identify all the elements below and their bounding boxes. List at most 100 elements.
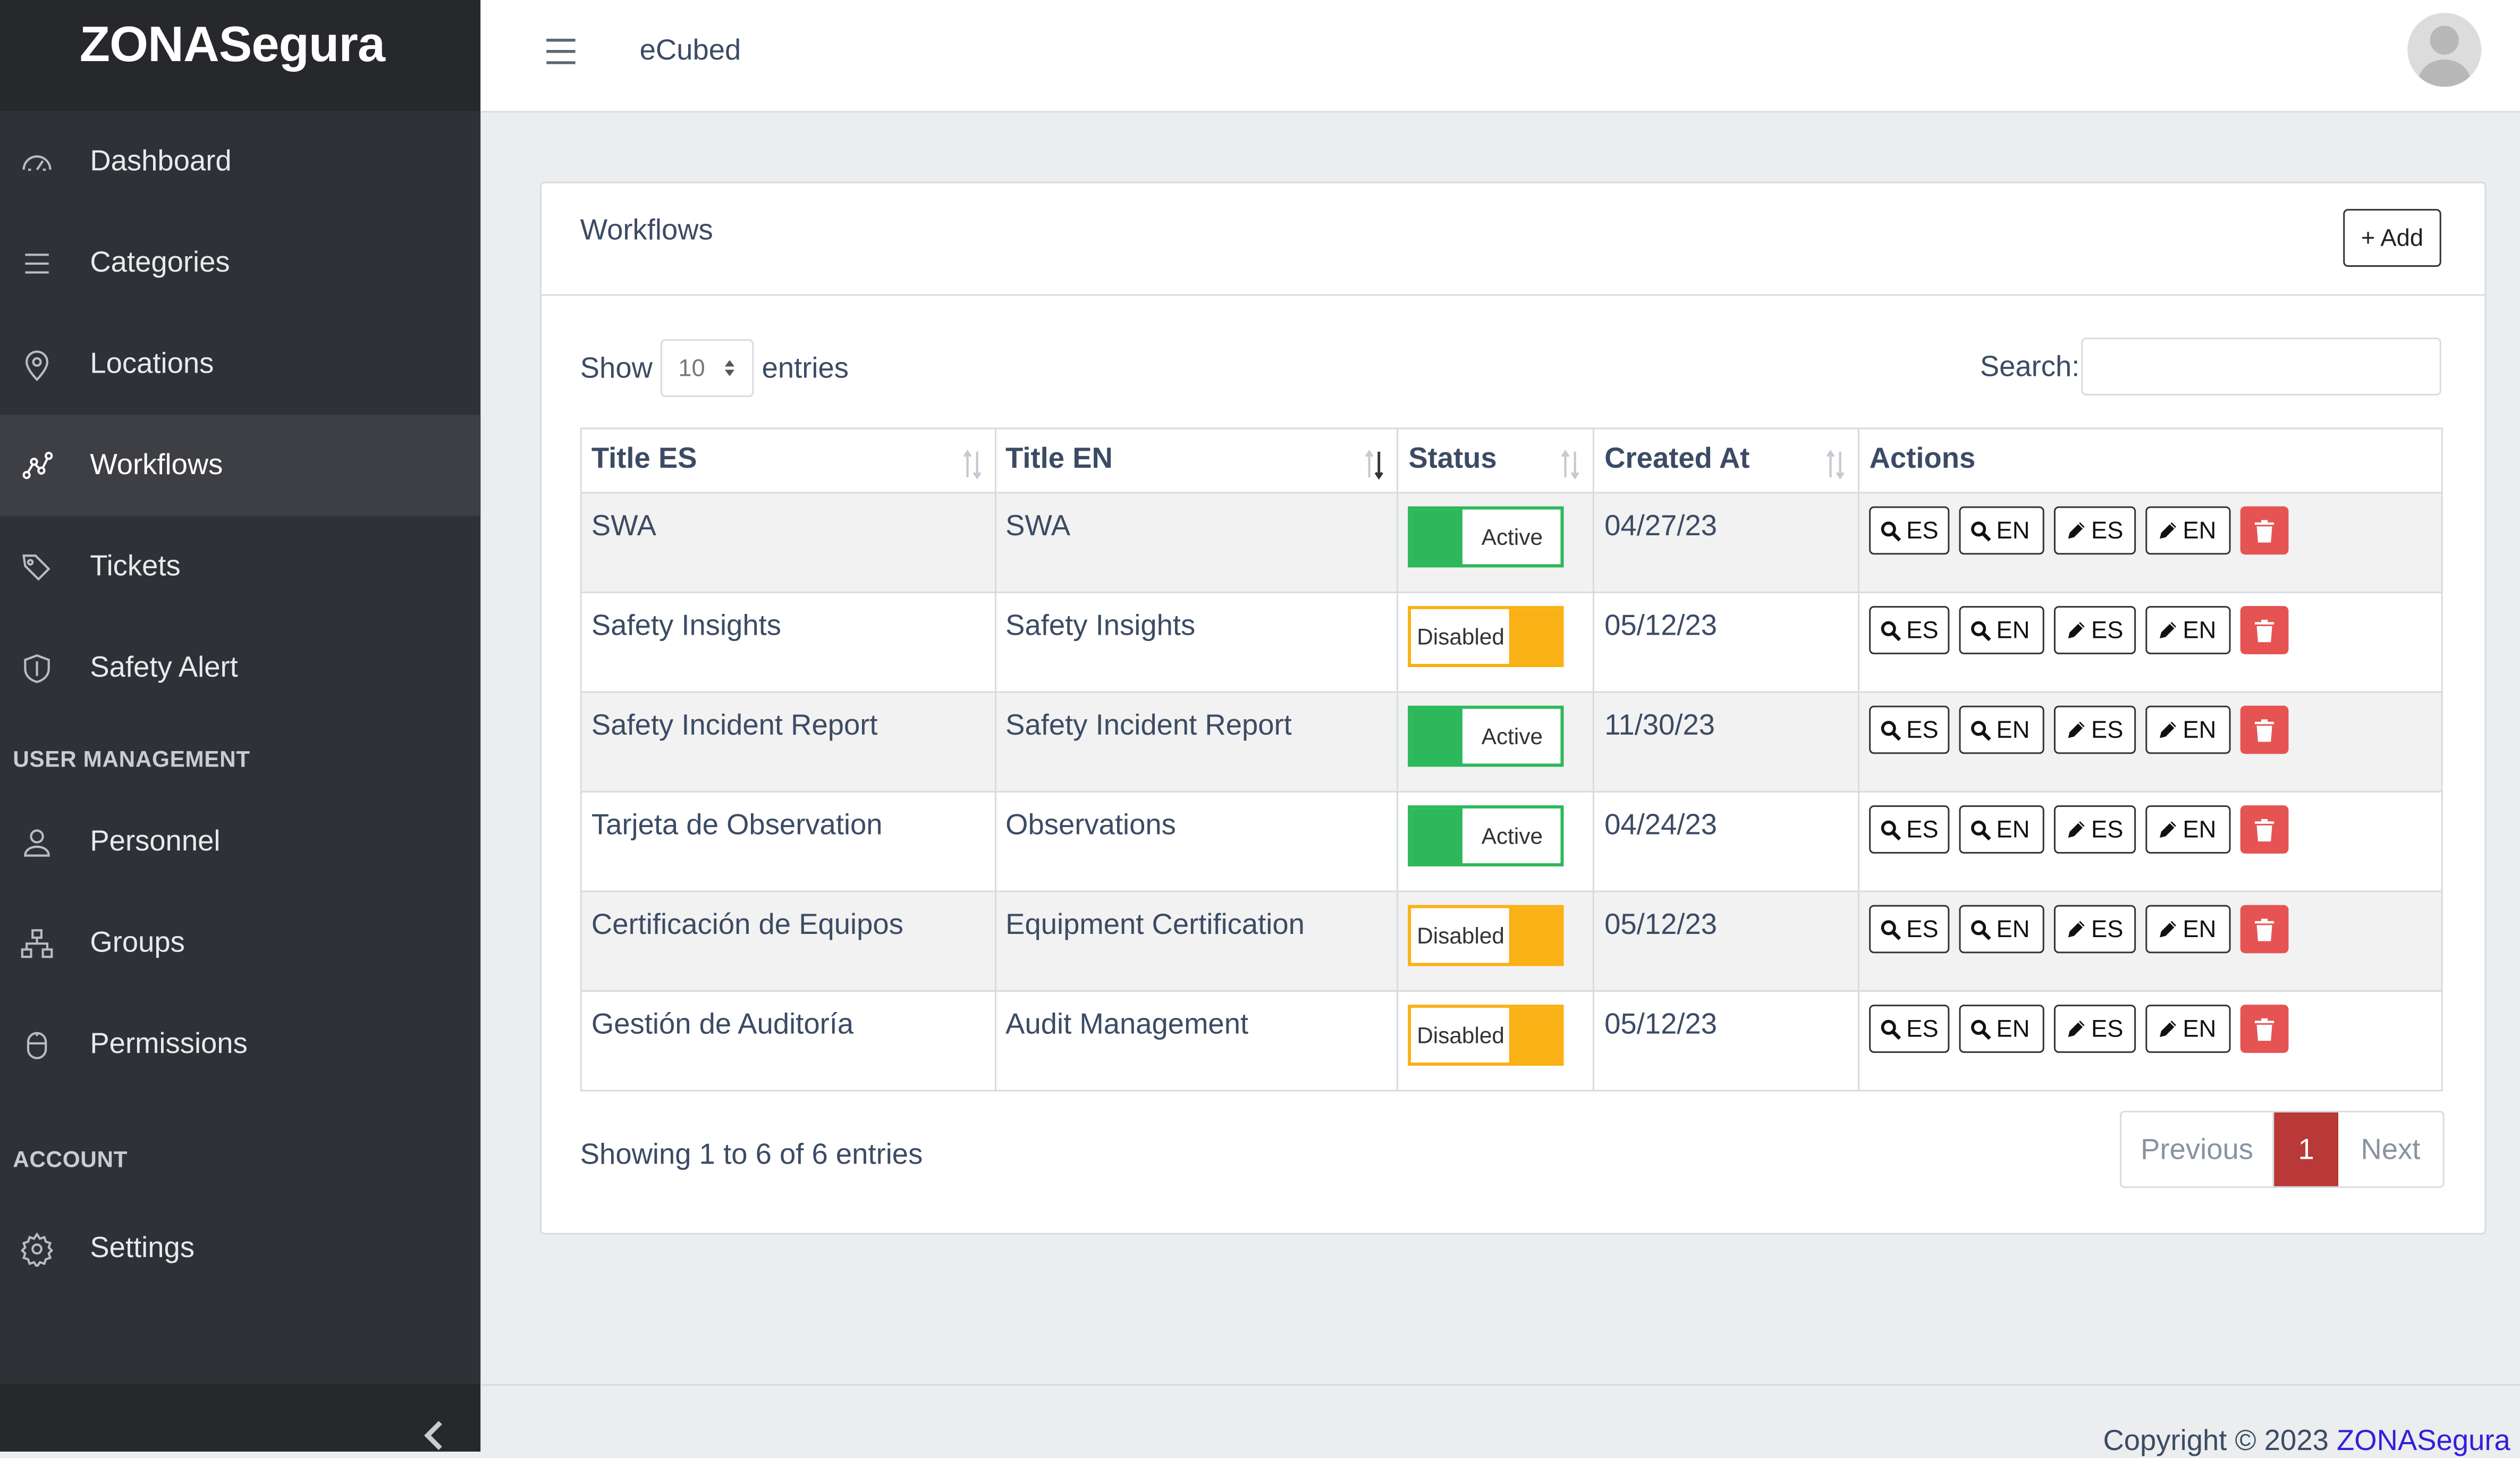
- sidebar-item-dashboard[interactable]: Dashboard: [0, 111, 480, 213]
- cell-created-at: 11/30/23: [1593, 691, 1860, 793]
- column-header-title-es[interactable]: Title ES: [580, 427, 996, 494]
- cell-title-en: SWA: [994, 492, 1399, 593]
- edit-en-button[interactable]: EN: [2145, 705, 2231, 754]
- view-en-button[interactable]: EN: [1959, 905, 2045, 954]
- view-en-button[interactable]: EN: [1959, 1005, 2045, 1053]
- brand-logo-text: ZONASegura: [79, 16, 385, 73]
- sidebar-item-locations[interactable]: Locations: [0, 314, 480, 415]
- status-toggle[interactable]: Active: [1408, 506, 1565, 568]
- delete-button[interactable]: [2240, 506, 2289, 555]
- column-header-title-en[interactable]: Title EN: [994, 427, 1399, 494]
- pencil-icon: [2160, 621, 2177, 638]
- sidebar-item-label: Categories: [90, 246, 230, 279]
- view-es-button[interactable]: ES: [1869, 506, 1950, 555]
- edit-es-button[interactable]: ES: [2054, 506, 2136, 555]
- delete-button[interactable]: [2240, 606, 2289, 654]
- view-en-button[interactable]: EN: [1959, 506, 2045, 555]
- search-icon: [1971, 520, 1992, 541]
- header-brand[interactable]: eCubed: [639, 33, 741, 66]
- view-en-button[interactable]: EN: [1959, 805, 2045, 854]
- edit-en-button[interactable]: EN: [2145, 805, 2231, 854]
- sidebar-item-settings[interactable]: Settings: [0, 1198, 480, 1299]
- sidebar-item-personnel[interactable]: Personnel: [0, 791, 480, 892]
- toggle-knob: [1411, 709, 1464, 764]
- search-icon: [1971, 620, 1992, 640]
- card-title: Workflows: [580, 214, 713, 246]
- view-es-button[interactable]: ES: [1869, 1005, 1950, 1053]
- cell-actions: ES EN ES EN: [1858, 492, 2443, 593]
- sidebar-item-safety-alert[interactable]: Safety Alert: [0, 617, 480, 719]
- view-es-button[interactable]: ES: [1869, 606, 1950, 654]
- edit-es-button[interactable]: ES: [2054, 905, 2136, 954]
- cell-title-es: SWA: [580, 492, 996, 593]
- search-icon: [1881, 620, 1901, 640]
- edit-es-button[interactable]: ES: [2054, 705, 2136, 754]
- row-actions: ES EN ES EN: [1869, 606, 2432, 654]
- next-page-button[interactable]: Next: [2338, 1112, 2443, 1186]
- edit-es-button[interactable]: ES: [2054, 805, 2136, 854]
- table-row: Safety Insights Safety Insights Disabled…: [580, 591, 2443, 693]
- delete-button[interactable]: [2240, 1005, 2289, 1053]
- cell-title-en: Safety Incident Report: [994, 691, 1399, 793]
- status-toggle[interactable]: Active: [1408, 805, 1565, 867]
- status-toggle[interactable]: Active: [1408, 705, 1565, 767]
- page-1-button[interactable]: 1: [2274, 1112, 2339, 1186]
- hamburger-menu-icon[interactable]: [545, 34, 577, 70]
- footer-brand-link[interactable]: ZONASegura: [2337, 1424, 2510, 1456]
- cell-created-at: 05/12/23: [1593, 890, 1860, 992]
- cell-status: Active: [1397, 691, 1595, 793]
- column-header-status[interactable]: Status: [1397, 427, 1595, 494]
- sidebar-minimize-button[interactable]: [0, 1384, 481, 1452]
- status-toggle[interactable]: Disabled: [1408, 1005, 1565, 1066]
- view-en-button[interactable]: EN: [1959, 606, 2045, 654]
- edit-en-button[interactable]: EN: [2145, 905, 2231, 954]
- edit-en-button[interactable]: EN: [2145, 1005, 2231, 1053]
- search-input[interactable]: [2081, 338, 2441, 395]
- cell-title-en: Equipment Certification: [994, 890, 1399, 992]
- status-toggle[interactable]: Disabled: [1408, 606, 1565, 668]
- sidebar-item-permissions[interactable]: Permissions: [0, 993, 480, 1095]
- delete-button[interactable]: [2240, 905, 2289, 954]
- section-title-account: ACCOUNT: [13, 1146, 128, 1172]
- delete-button[interactable]: [2240, 705, 2289, 754]
- sitemap-icon: [19, 925, 55, 960]
- cell-title-en: Audit Management: [994, 990, 1399, 1092]
- status-toggle[interactable]: Disabled: [1408, 905, 1565, 966]
- sidebar-item-groups[interactable]: Groups: [0, 892, 480, 993]
- cell-actions: ES EN ES EN: [1858, 790, 2443, 892]
- previous-page-button[interactable]: Previous: [2121, 1112, 2274, 1186]
- add-button[interactable]: + Add: [2343, 209, 2441, 267]
- cell-status: Disabled: [1397, 990, 1595, 1092]
- delete-button[interactable]: [2240, 805, 2289, 854]
- sidebar-item-workflows[interactable]: Workflows: [0, 415, 481, 516]
- search-icon: [1971, 820, 1992, 840]
- action-label: ES: [1906, 1015, 1939, 1043]
- action-label: EN: [2183, 1015, 2217, 1043]
- edit-en-button[interactable]: EN: [2145, 506, 2231, 555]
- column-header-created-at[interactable]: Created At: [1593, 427, 1860, 494]
- action-label: ES: [2091, 815, 2124, 844]
- view-en-button[interactable]: EN: [1959, 705, 2045, 754]
- pencil-icon: [2160, 721, 2177, 738]
- edit-es-button[interactable]: ES: [2054, 1005, 2136, 1053]
- pencil-icon: [2160, 820, 2177, 837]
- edit-es-button[interactable]: ES: [2054, 606, 2136, 654]
- trash-icon: [2255, 619, 2274, 642]
- speedometer-icon: [19, 144, 55, 180]
- edit-en-button[interactable]: EN: [2145, 606, 2231, 654]
- search-icon: [1971, 919, 1992, 940]
- sidebar-brand[interactable]: ZONASegura: [0, 0, 481, 111]
- status-text: Active: [1463, 808, 1561, 863]
- avatar[interactable]: [2407, 13, 2482, 87]
- cell-actions: ES EN ES EN: [1858, 990, 2443, 1092]
- view-es-button[interactable]: ES: [1869, 805, 1950, 854]
- sidebar-item-label: Tickets: [90, 550, 181, 582]
- sidebar-item-tickets[interactable]: Tickets: [0, 516, 480, 618]
- status-text: Active: [1463, 509, 1561, 564]
- status-text: Disabled: [1411, 609, 1510, 664]
- view-es-button[interactable]: ES: [1869, 905, 1950, 954]
- sidebar-item-categories[interactable]: Categories: [0, 212, 480, 314]
- entries-length-select[interactable]: 10: [661, 339, 754, 397]
- sidebar-nav-user-management: Personnel Groups Permissions: [0, 791, 480, 1095]
- view-es-button[interactable]: ES: [1869, 705, 1950, 754]
